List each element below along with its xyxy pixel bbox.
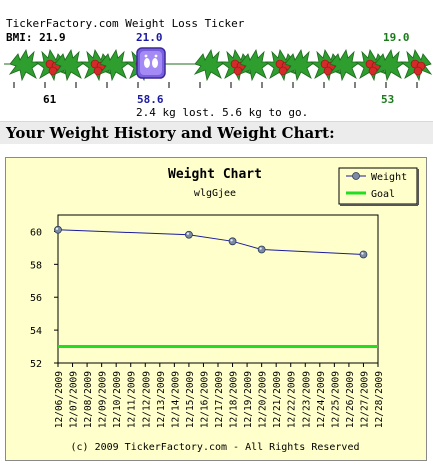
weight-point-highlight: [186, 232, 190, 235]
start-weight: 61: [43, 93, 57, 106]
legend-weight-marker: [352, 172, 360, 180]
x-tick-label: 12/12/2009: [141, 371, 152, 428]
weight-point: [359, 250, 368, 259]
weight-point-highlight: [259, 247, 262, 250]
weight-point: [185, 230, 193, 239]
section-title: Your Weight History and Weight Chart:: [6, 124, 335, 142]
goal-weight: 53: [381, 93, 395, 106]
weight-point-highlight: [230, 239, 233, 242]
x-tick-label: 12/08/2009: [83, 371, 94, 428]
weight-series-line: [57, 229, 364, 255]
y-tick-label: 54: [30, 326, 42, 337]
bmi-goal: 19.0: [383, 31, 410, 44]
weight-chart-svg: Weight Chart wlgGjee 52 54 56 58 60 12/06/2009 1…: [30, 167, 419, 453]
x-tick-label: 12/18/2009: [229, 371, 240, 428]
progress-text: 2.4 kg lost. 5.6 kg to go.: [136, 106, 309, 119]
x-tick-label: 12/17/2009: [214, 371, 225, 428]
weight-point: [228, 237, 237, 246]
weight-point-highlight: [361, 252, 364, 255]
x-tick-label: 12/20/2009: [258, 371, 269, 428]
y-tick-label: 56: [30, 293, 42, 304]
x-tick-label: 12/19/2009: [243, 371, 254, 428]
chart-legend: Weight Goal: [338, 167, 419, 206]
legend-weight-label: Weight: [371, 172, 407, 183]
plot-area: [57, 214, 379, 364]
legend-goal-label: Goal: [371, 189, 395, 200]
x-tick-label: 12/28/2009: [374, 371, 385, 428]
x-tick-label: 12/22/2009: [287, 371, 298, 428]
holly-icon: [373, 48, 433, 82]
x-tick-label: 12/21/2009: [272, 371, 283, 428]
x-tick-label: 12/23/2009: [301, 371, 312, 428]
weight-loss-ticker: TickerFactory.com Weight Loss Ticker BMI…: [0, 0, 433, 120]
holly-icon: [8, 48, 68, 82]
holly-icon: [283, 48, 343, 82]
x-tick-label: 12/25/2009: [330, 371, 341, 428]
x-tick-label: 12/09/2009: [98, 371, 109, 428]
x-tick-label: 12/07/2009: [69, 371, 80, 428]
x-tick-label: 12/13/2009: [156, 371, 167, 428]
ticker-title: TickerFactory.com Weight Loss Ticker: [6, 17, 245, 30]
bmi-current: 21.0: [136, 31, 163, 44]
chart-footer: (c) 2009 TickerFactory.com - All Rights …: [71, 442, 360, 453]
current-weight: 58.6: [137, 93, 164, 106]
holly-garland: [4, 47, 433, 88]
x-tick-label: 12/26/2009: [345, 371, 356, 428]
holly-icon: [53, 48, 113, 82]
section-header: Your Weight History and Weight Chart:: [0, 121, 433, 144]
chart-subtitle: wlgGjee: [194, 188, 236, 199]
y-tick-label: 60: [30, 227, 42, 238]
y-tick-label: 52: [30, 359, 42, 370]
ticker-ticks: [13, 82, 418, 88]
x-tick-label: 12/24/2009: [316, 371, 327, 428]
chart-title: Weight Chart: [168, 167, 262, 182]
x-tick-label: 12/15/2009: [185, 371, 196, 428]
x-tick-label: 12/14/2009: [170, 371, 181, 428]
y-tick-label: 58: [30, 260, 42, 271]
x-tick-label: 12/11/2009: [127, 371, 138, 428]
progress-slider-icon: [136, 47, 166, 79]
bmi-label: BMI: 21.9: [6, 31, 66, 44]
x-tick-label: 12/10/2009: [112, 371, 123, 428]
weight-point-highlight: [55, 227, 59, 230]
x-tick-label: 12/27/2009: [359, 371, 370, 428]
x-tick-label: 12/16/2009: [199, 371, 210, 428]
weight-chart: Weight Chart wlgGjee 52 54 56 58 60 12/06/2009 1…: [5, 157, 427, 461]
weight-point: [257, 245, 266, 254]
weight-point: [54, 225, 62, 234]
x-tick-label: 12/06/2009: [54, 371, 65, 428]
